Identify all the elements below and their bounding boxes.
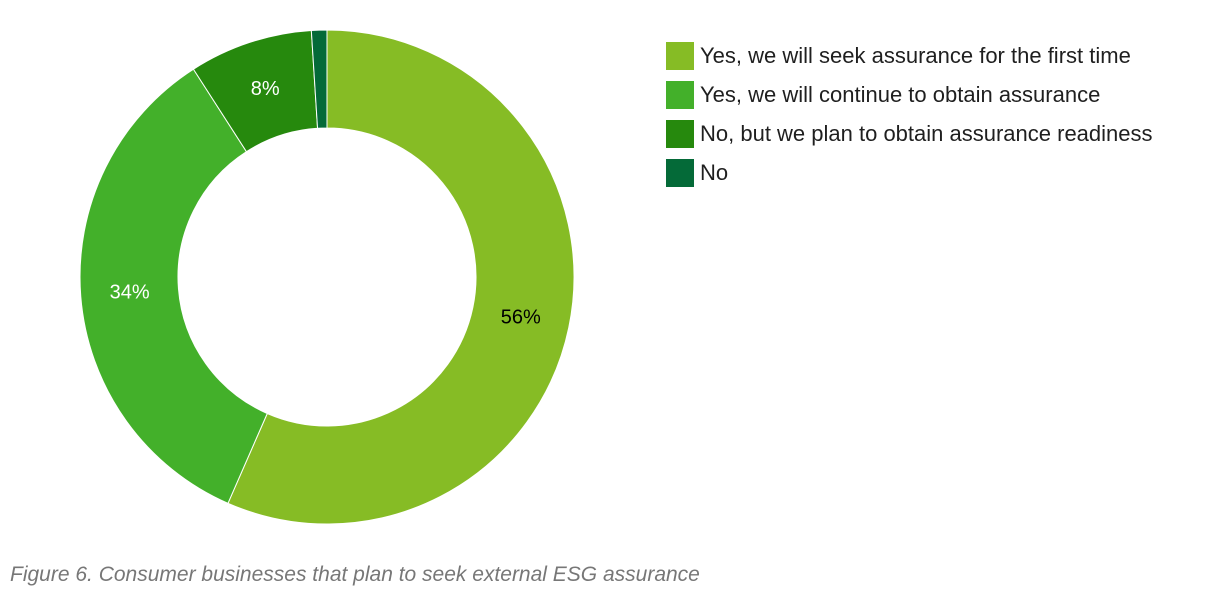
donut-slices: [79, 29, 575, 525]
legend-label: Yes, we will continue to obtain assuranc…: [700, 82, 1101, 107]
slice-label-1: 56%: [501, 307, 541, 329]
legend-label: No: [700, 160, 729, 185]
donut-slice-2: [79, 68, 268, 504]
donut-slice-1: [227, 29, 575, 525]
legend-item-3: No, but we plan to obtain assurance read…: [666, 118, 1153, 150]
slice-labels: 56% 34% 8%: [110, 78, 541, 329]
legend-label: No, but we plan to obtain assurance read…: [700, 121, 1153, 146]
legend-item-2: Yes, we will continue to obtain assuranc…: [666, 79, 1153, 111]
legend-swatch: [666, 159, 694, 187]
legend-swatch: [666, 81, 694, 109]
legend-label: Yes, we will seek assurance for the firs…: [700, 43, 1131, 68]
donut-chart: 56% 34% 8%: [79, 29, 575, 525]
legend-swatch: [666, 42, 694, 70]
legend-swatch: [666, 120, 694, 148]
figure-caption: Figure 6. Consumer businesses that plan …: [10, 563, 700, 586]
legend: Yes, we will seek assurance for the firs…: [666, 40, 1153, 196]
slice-label-3: 8%: [251, 78, 280, 100]
donut-slice-4: [310, 29, 328, 129]
legend-item-4: No: [666, 157, 1153, 189]
legend-item-1: Yes, we will seek assurance for the firs…: [666, 40, 1153, 72]
slice-label-2: 34%: [110, 282, 150, 304]
